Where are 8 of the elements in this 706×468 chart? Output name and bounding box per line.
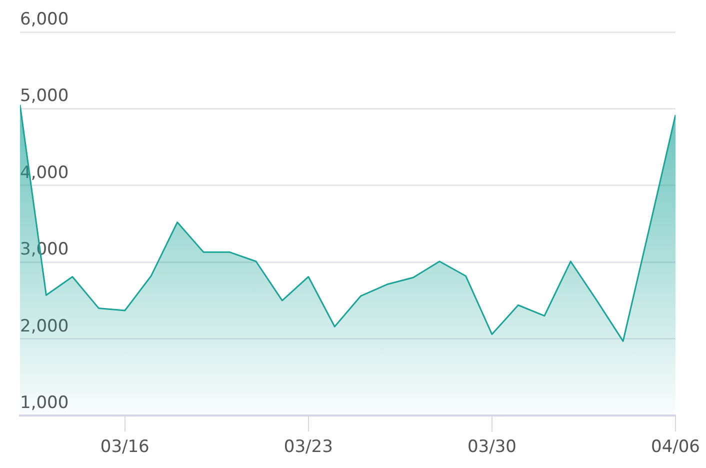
- y-tick-label: 5,000: [20, 86, 69, 106]
- x-tick-label: 04/06: [651, 437, 700, 458]
- y-tick-label: 2,000: [20, 316, 69, 336]
- x-tick-label: 03/30: [467, 437, 516, 458]
- x-tick-label: 03/16: [100, 437, 150, 458]
- y-tick-label: 6,000: [20, 9, 69, 30]
- y-tick-label: 1,000: [20, 393, 69, 414]
- x-tick-label: 03/23: [284, 437, 333, 458]
